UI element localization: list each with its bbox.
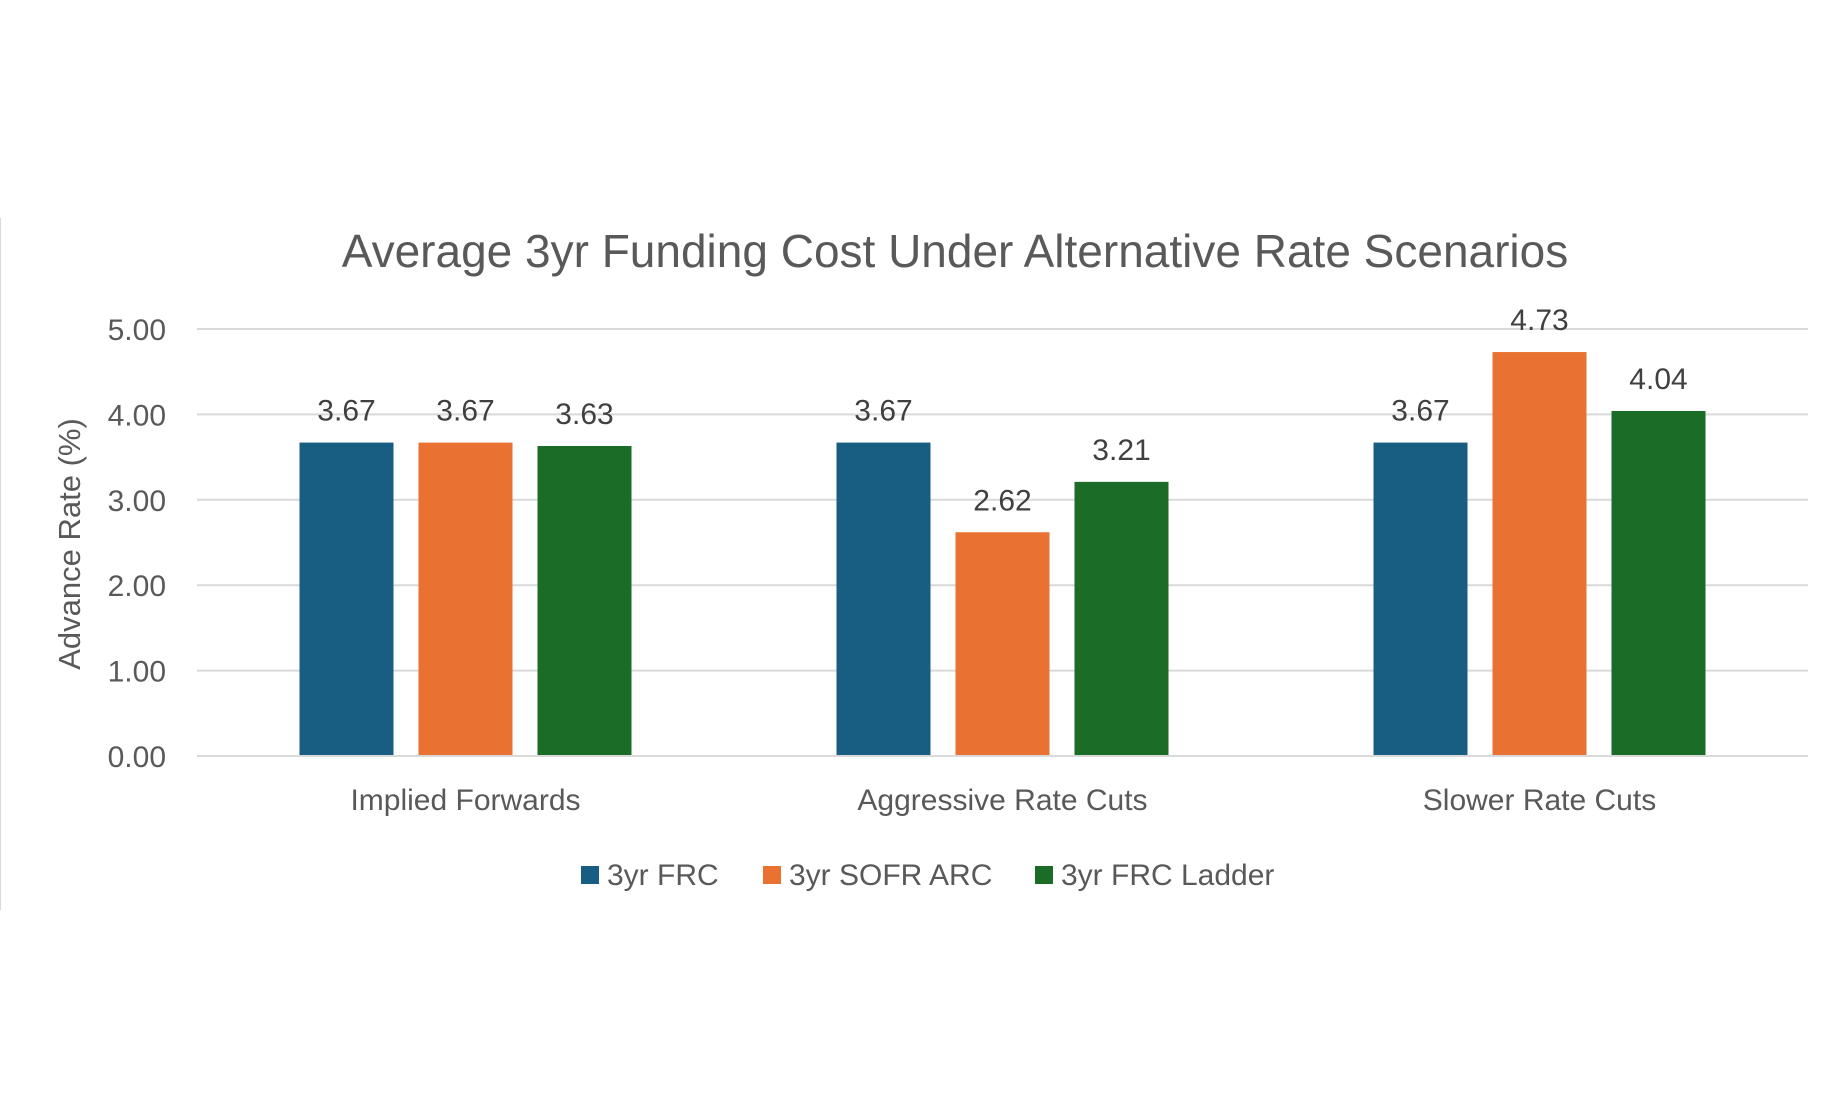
x-tick-label: Slower Rate Cuts [1423, 784, 1656, 817]
y-tick-label: 2.00 [108, 570, 166, 603]
bar [1492, 352, 1587, 756]
data-label: 2.62 [973, 484, 1031, 517]
y-axis-ticks: 0.00 1.00 2.00 3.00 4.00 5.00 [108, 314, 166, 774]
bar [1611, 410, 1706, 756]
legend-swatch [1035, 866, 1053, 884]
legend-swatch [581, 866, 599, 884]
y-tick-label: 5.00 [108, 314, 166, 347]
data-label: 3.67 [1391, 395, 1449, 428]
legend-label: 3yr FRC Ladder [1061, 859, 1274, 892]
bar [955, 532, 1050, 756]
chart-title: Average 3yr Funding Cost Under Alternati… [342, 225, 1568, 277]
bar [418, 442, 513, 756]
legend: 3yr FRC 3yr SOFR ARC 3yr FRC Ladder [581, 859, 1274, 892]
data-label: 4.73 [1510, 304, 1568, 337]
data-label: 3.67 [317, 395, 375, 428]
data-labels: 3.67 3.67 3.63 3.67 2.62 3.21 3.67 4.73 4.04 [317, 304, 1687, 517]
y-tick-label: 1.00 [108, 656, 166, 689]
bar [1373, 442, 1468, 756]
data-label: 3.63 [555, 398, 613, 431]
y-tick-label: 4.00 [108, 399, 166, 432]
data-label: 3.67 [854, 395, 912, 428]
y-tick-label: 0.00 [108, 741, 166, 774]
y-tick-label: 3.00 [108, 485, 166, 518]
data-label: 3.21 [1092, 434, 1150, 467]
bar [299, 442, 394, 756]
bar [1074, 481, 1169, 756]
legend-swatch [763, 866, 781, 884]
data-label: 4.04 [1629, 363, 1687, 396]
bars [299, 352, 1706, 756]
bar [836, 442, 931, 756]
legend-label: 3yr SOFR ARC [789, 859, 992, 892]
legend-label: 3yr FRC [607, 859, 719, 892]
data-label: 3.67 [436, 395, 494, 428]
bar [537, 445, 632, 756]
x-tick-label: Implied Forwards [350, 784, 580, 817]
y-axis-label: Advance Rate (%) [52, 418, 87, 670]
x-tick-label: Aggressive Rate Cuts [857, 784, 1147, 817]
x-axis-ticks: Implied Forwards Aggressive Rate Cuts Slow… [350, 784, 1656, 817]
